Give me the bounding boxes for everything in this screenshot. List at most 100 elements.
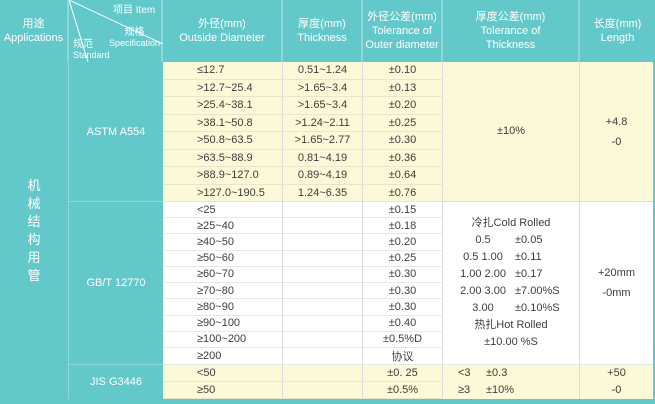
od-value: ≥90~100 bbox=[163, 315, 283, 331]
thickness-value bbox=[283, 202, 363, 218]
length-value: +20mm bbox=[598, 267, 635, 279]
od-value: >127.0~190.5 bbox=[163, 184, 283, 201]
table-row: ≥25~40 ±0.18 bbox=[163, 218, 443, 235]
od-value: ≥40~50 bbox=[163, 234, 283, 250]
length-value: +4.8 bbox=[605, 115, 628, 128]
tolerance-value: ±10% bbox=[486, 384, 515, 396]
header-outside-diameter: 外径(mm) Outside Diameter bbox=[163, 0, 283, 62]
bottom-border-strip bbox=[0, 399, 655, 404]
od-value: ≥200 bbox=[163, 347, 283, 364]
table-row: ≥200 协议 bbox=[163, 347, 443, 365]
thickness-range: 1.00 2.00 bbox=[460, 268, 506, 280]
table-row: >63.5~88.9 0.81~4.19 ±0.36 bbox=[163, 149, 443, 167]
length-column: +4.8 -0 +20mm -0mm +50 -0 bbox=[580, 62, 655, 399]
table-row: >12.7~25.4 >1.65~3.4 ±0.13 bbox=[163, 79, 443, 97]
thickness-value bbox=[283, 250, 363, 266]
thickness-value bbox=[283, 382, 363, 398]
od-value: ≥50 bbox=[163, 382, 283, 398]
thickness-range: 0.5 1.00 bbox=[463, 251, 503, 263]
thickness-value: >1.65~3.4 bbox=[283, 79, 363, 96]
od-tolerance-value: ±0.40 bbox=[363, 315, 443, 331]
od-value: ≥70~80 bbox=[163, 283, 283, 299]
od-tolerance-value: ±0.30 bbox=[363, 299, 443, 315]
corner-spec-en: Specification bbox=[109, 38, 161, 48]
cold-rolled-pair: 3.00 ±0.10%S bbox=[451, 300, 571, 317]
thickness-range: 2.00 3.00 bbox=[460, 285, 506, 297]
table-row: <25 ±0.15 bbox=[163, 202, 443, 219]
table-row: ≥50~60 ±0.25 bbox=[163, 250, 443, 267]
header-od-tolerance: 外径公差(mm) Tolerance of Outer diameter bbox=[363, 0, 443, 62]
od-tolerance-value: ±0.30 bbox=[363, 283, 443, 299]
od-tolerance-value: 协议 bbox=[363, 347, 443, 364]
diagonal-divider-lines bbox=[69, 0, 163, 62]
od-value: ≥50~60 bbox=[163, 250, 283, 266]
header-thickness: 厚度(mm) Thickness bbox=[283, 0, 363, 62]
jis-rows: <50 ±0. 25 ≥50 ±0.5% bbox=[163, 365, 443, 399]
thickness-value bbox=[283, 283, 363, 299]
thickness-value bbox=[283, 218, 363, 234]
thickness-range: 0.5 bbox=[475, 234, 491, 246]
table-row: ≥50 ±0.5% bbox=[163, 382, 443, 399]
header-thickness-en: Thickness bbox=[297, 32, 347, 44]
thickness-value bbox=[283, 365, 363, 381]
corner-spec-zh: 规格 bbox=[124, 27, 145, 38]
header-od-tol-en1: Tolerance of bbox=[372, 25, 432, 37]
table-body: 机械结构用管 ASTM A554 GB/T 12770 JIS G3446 ≤1… bbox=[0, 62, 655, 399]
jis-thickness-tolerance: <3 ±0.3 ≥3 ±10% bbox=[443, 365, 579, 399]
corner-spec-label: 规格 Specification bbox=[109, 27, 160, 49]
od-tolerance-value: ±0.36 bbox=[363, 149, 443, 166]
thickness-range: 3.00 bbox=[472, 302, 494, 314]
length-value: +50 bbox=[607, 367, 626, 379]
jis-tolerance-pair: <3 ±0.3 bbox=[458, 365, 507, 382]
od-tolerance-value: ±0.5%D bbox=[363, 331, 443, 347]
astm-thickness-tolerance: ±10% bbox=[443, 62, 579, 202]
header-corner-cell: 项目 Item 规格 Specification 规范 Standard bbox=[69, 0, 163, 62]
tolerance-value: ±0.10%S bbox=[515, 302, 560, 314]
tolerance-value: ±0.05 bbox=[515, 234, 543, 246]
header-od-en: Outside Diameter bbox=[179, 32, 265, 44]
thickness-value bbox=[283, 234, 363, 250]
hot-rolled-title: 热扎Hot Rolled bbox=[474, 319, 548, 331]
od-value: ≤12.7 bbox=[163, 62, 283, 79]
table-row: ≥80~90 ±0.30 bbox=[163, 299, 443, 316]
od-value: >38.1~50.8 bbox=[163, 114, 283, 131]
od-value: <50 bbox=[163, 365, 283, 381]
dimension-columns: ≤12.7 0.51~1.24 ±0.10 >12.7~25.4 >1.65~3… bbox=[163, 62, 443, 399]
od-value: ≥80~90 bbox=[163, 299, 283, 315]
standard-gbt-12770: GB/T 12770 bbox=[69, 202, 163, 365]
hot-rolled-value: ±10.00 %S bbox=[484, 336, 538, 348]
header-thk-tol-en1: Tolerance of bbox=[480, 25, 541, 37]
table-row: ≥90~100 ±0.40 bbox=[163, 315, 443, 332]
od-tolerance-value: ±0.13 bbox=[363, 79, 443, 96]
od-tolerance-value: ±0.18 bbox=[363, 218, 443, 234]
table-row: ≥60~70 ±0.30 bbox=[163, 266, 443, 284]
od-value: >50.8~63.5 bbox=[163, 132, 283, 149]
jis-tolerance-pair: ≥3 ±10% bbox=[458, 382, 514, 399]
od-tolerance-value: ±0.5% bbox=[363, 382, 443, 398]
standards-column: ASTM A554 GB/T 12770 JIS G3446 bbox=[69, 62, 163, 399]
cold-rolled-title: 冷扎Cold Rolled bbox=[471, 217, 551, 229]
thickness-value: >1.65~2.77 bbox=[283, 132, 363, 149]
table-row: ≤12.7 0.51~1.24 ±0.10 bbox=[163, 62, 443, 80]
thickness-value bbox=[283, 331, 363, 347]
cold-rolled-pair: 0.5 1.00 ±0.11 bbox=[451, 249, 571, 266]
header-od-tol-en2: Outer diameter bbox=[365, 39, 439, 51]
thickness-value: 0.51~1.24 bbox=[283, 62, 363, 79]
table-row: >50.8~63.5 >1.65~2.77 ±0.30 bbox=[163, 132, 443, 150]
od-value: ≥100~200 bbox=[163, 331, 283, 347]
od-tolerance-value: ±0.30 bbox=[363, 266, 443, 283]
gbt-rows: <25 ±0.15 ≥25~40 ±0.18 ≥40~50 ±0.20 ≥50~… bbox=[163, 202, 443, 365]
tolerance-value: ±7.00%S bbox=[515, 285, 560, 297]
corner-std-en: Standard bbox=[73, 50, 110, 60]
od-value: <25 bbox=[163, 202, 283, 218]
table-row: ≥70~80 ±0.30 bbox=[163, 283, 443, 300]
length-value: -0mm bbox=[602, 287, 631, 299]
od-value: >12.7~25.4 bbox=[163, 79, 283, 96]
cold-rolled-pair: 1.00 2.00 ±0.17 bbox=[451, 266, 571, 283]
thickness-range: <3 bbox=[458, 367, 471, 379]
astm-rows: ≤12.7 0.51~1.24 ±0.10 >12.7~25.4 >1.65~3… bbox=[163, 62, 443, 202]
od-tolerance-value: ±0.20 bbox=[363, 97, 443, 114]
thickness-value: 1.24~6.35 bbox=[283, 184, 363, 201]
header-thickness-tolerance: 厚度公差(mm) Tolerance of Thickness bbox=[443, 0, 580, 62]
